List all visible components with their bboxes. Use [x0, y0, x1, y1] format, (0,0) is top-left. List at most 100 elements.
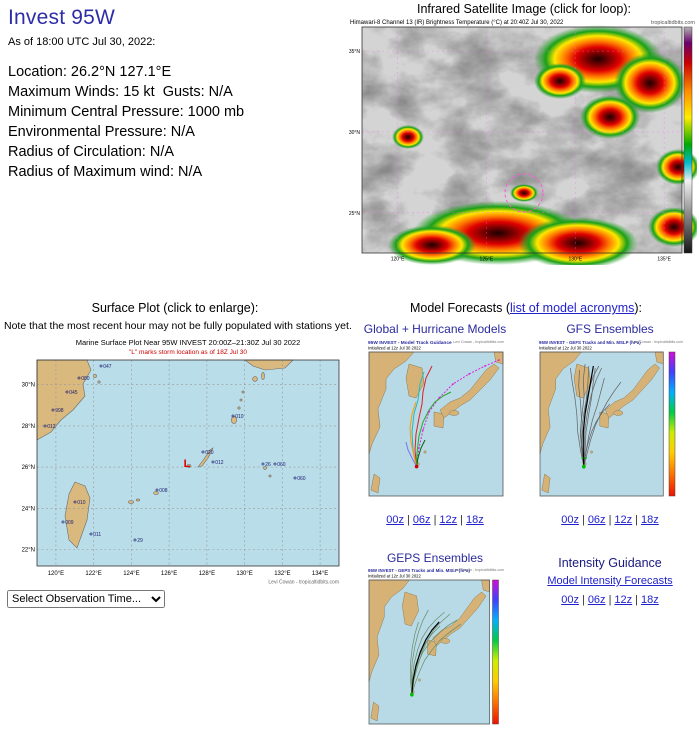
separator: |: [635, 514, 639, 526]
models-heading-post: ):: [634, 301, 643, 315]
separator: |: [608, 514, 612, 526]
surface-station: 29: [133, 538, 143, 544]
surface-plot-svg: Marine Surface Plot Near 95W INVEST 20:0…: [17, 336, 347, 586]
time-link-00z[interactable]: 00z: [561, 594, 579, 606]
lon-tick-label: 130°E: [236, 571, 252, 577]
gfs-ensembles-plot: [539, 351, 664, 497]
lat-tick-label: 24°N: [22, 506, 35, 512]
latlon-gridlines: [362, 27, 682, 253]
surface-station: 010: [73, 500, 86, 506]
storm-info: Invest 95W As of 18:00 UTC Jul 30, 2022:…: [8, 6, 343, 182]
surface-gridlines: [37, 360, 339, 566]
lon-tick-label: 122°E: [85, 571, 101, 577]
surface-station: 080: [77, 376, 90, 382]
track-position-dots: [418, 359, 500, 449]
min-pressure-line: Minimum Central Pressure: 1000 mb: [8, 104, 245, 120]
separator: |: [406, 514, 410, 526]
lon-tick-label: 126°E: [161, 571, 177, 577]
surface-map-subtitle: "L" marks storm location as of 18Z Jul 3…: [129, 349, 247, 356]
observation-time-select[interactable]: Select Observation Time...: [7, 590, 165, 608]
track-start-marker: [414, 464, 419, 469]
surface-station: 008: [155, 488, 168, 494]
surface-station: 047: [99, 364, 112, 370]
panel-title-gfs-ensembles: GFS Ensembles: [566, 322, 654, 336]
surface-station: 020: [201, 450, 214, 456]
surface-credit: Levi Cowan - tropicaltidbits.com: [268, 580, 339, 586]
svg-text:047: 047: [103, 364, 112, 370]
global-models-map-svg: 95W INVEST - Model Track Guidance Levi C…: [366, 338, 506, 510]
separator: |: [581, 514, 585, 526]
global-models-time-links: 00z | 06z | 12z | 18z: [360, 514, 510, 526]
time-link-18z[interactable]: 18z: [466, 514, 484, 526]
svg-text:010: 010: [77, 500, 86, 506]
lon-tick-label: 132°E: [274, 571, 290, 577]
svg-text:060: 060: [297, 476, 306, 482]
lon-tick-label: 128°E: [199, 571, 215, 577]
svg-text:045: 045: [69, 390, 78, 396]
time-link-12z[interactable]: 12z: [614, 514, 633, 526]
mslp-colorbar: [668, 351, 676, 497]
time-link-18z[interactable]: 18z: [641, 594, 659, 606]
satellite-image-title: Himawari-8 Channel 13 (IR) Brightness Te…: [350, 20, 564, 26]
surface-station: 998: [51, 408, 64, 414]
satellite-axis-labels: 35°N 30°N 25°N 120°E 125°E 130°E 135°E: [349, 49, 672, 263]
radius-circulation-line: Radius of Circulation: N/A: [8, 144, 175, 160]
lat-tick-label: 30°N: [22, 383, 35, 389]
time-link-12z[interactable]: 12z: [614, 594, 633, 606]
models-section-title: Model Forecasts (list of model acronyms)…: [356, 301, 696, 315]
surface-plot-image[interactable]: Marine Surface Plot Near 95W INVEST 20:0…: [17, 336, 347, 586]
surface-section-title: Surface Plot (click to enlarge):: [91, 301, 259, 315]
map-init-time: Initialized at 12z Jul 30 2022: [539, 346, 593, 351]
surface-station: 012: [43, 424, 56, 430]
surface-station: 060: [273, 462, 286, 468]
global-models-map[interactable]: 95W INVEST - Model Track Guidance Levi C…: [366, 338, 506, 510]
ir-colorbar: [683, 26, 693, 254]
lat-tick-label: 26°N: [22, 465, 35, 471]
time-link-00z[interactable]: 00z: [561, 514, 579, 526]
ensemble-mean-track: [411, 621, 440, 695]
storm-details: Location: 26.2°N 127.1°E Maximum Winds: …: [8, 62, 343, 182]
time-link-00z[interactable]: 00z: [386, 514, 404, 526]
radius-max-wind-line: Radius of Maximum wind: N/A: [8, 164, 203, 180]
map-credit: Levi Cowan - tropicaltidbits.com: [453, 340, 504, 344]
surface-station: 011: [89, 532, 101, 538]
lon-tick-label: 120°E: [48, 571, 64, 577]
lon-tick-label: 120°E: [391, 257, 405, 263]
lat-tick-label: 28°N: [22, 424, 35, 430]
storm-location-marker: L: [184, 458, 191, 470]
model-acronyms-link[interactable]: list of model acronyms: [510, 301, 635, 315]
geps-ensembles-map[interactable]: 95W INVEST - GEPS Tracks and Min. MSLP (…: [366, 566, 506, 738]
time-link-18z[interactable]: 18z: [641, 514, 659, 526]
surface-map-title: Marine Surface Plot Near 95W INVEST 20:0…: [76, 338, 301, 347]
location-line: Location: 26.2°N 127.1°E: [8, 64, 172, 80]
model-tracks: [405, 359, 500, 467]
surface-station: 045: [65, 390, 78, 396]
lon-tick-label: 135°E: [657, 257, 671, 263]
time-link-06z[interactable]: 06z: [587, 594, 606, 606]
ensemble-mean-track: [582, 365, 594, 467]
map-credit: Levi Cowan - tropicaltidbits.com: [453, 568, 504, 572]
as-of-timestamp: As of 18:00 UTC Jul 30, 2022:: [8, 36, 156, 48]
svg-text:26: 26: [265, 462, 271, 468]
lon-tick-label: 134°E: [312, 571, 328, 577]
svg-text:009: 009: [65, 520, 74, 526]
model-intensity-forecasts-link[interactable]: Model Intensity Forecasts: [547, 575, 673, 587]
map-init-time: Initialized at 12z Jul 30 2022: [368, 574, 422, 579]
lon-tick-label: 124°E: [123, 571, 139, 577]
separator: |: [460, 514, 464, 526]
satellite-image[interactable]: Himawari-8 Channel 13 (IR) Brightness Te…: [348, 17, 699, 269]
time-link-12z[interactable]: 12z: [439, 514, 458, 526]
svg-text:29: 29: [137, 538, 143, 544]
gfs-ensembles-map-svg: 95W INVEST - GEFS Tracks and Min. MSLP (…: [537, 338, 685, 510]
svg-text:008: 008: [159, 488, 168, 494]
svg-text:012: 012: [47, 424, 56, 430]
time-link-06z[interactable]: 06z: [587, 514, 606, 526]
surface-note: Note that the most recent hour may not b…: [4, 320, 352, 332]
svg-text:020: 020: [205, 450, 214, 456]
svg-text:080: 080: [81, 376, 90, 382]
gfs-ensembles-map[interactable]: 95W INVEST - GEFS Tracks and Min. MSLP (…: [537, 338, 685, 510]
time-link-06z[interactable]: 06z: [412, 514, 431, 526]
